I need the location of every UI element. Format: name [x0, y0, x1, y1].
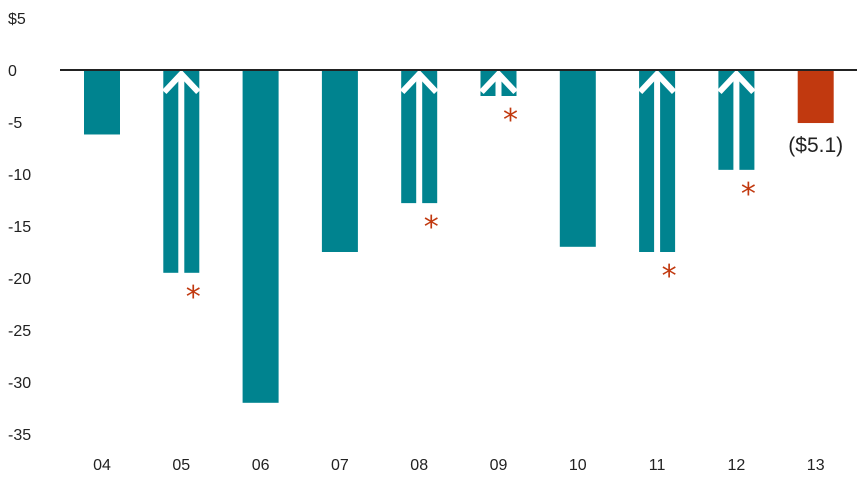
x-tick-label: 12 [728, 457, 746, 474]
y-tick-label: $5 [8, 11, 26, 28]
x-tick-label: 06 [252, 457, 270, 474]
bars [84, 69, 834, 403]
bar [84, 70, 120, 135]
up-arrow-icon [717, 69, 756, 171]
asterisk-mark: * [741, 177, 756, 212]
up-arrow-icon [479, 69, 518, 97]
up-arrow-head [637, 69, 677, 95]
x-tick-label: 07 [331, 457, 349, 474]
up-arrow-icon [637, 69, 677, 253]
asterisk-mark: * [662, 259, 677, 294]
x-tick-label: 10 [569, 457, 587, 474]
y-tick-label: -35 [8, 427, 31, 444]
x-tick-label: 11 [649, 457, 666, 474]
bar [321, 70, 358, 252]
y-tick-label: -25 [8, 323, 31, 340]
y-tick-label: -30 [8, 375, 31, 392]
x-tick-label: 09 [490, 457, 508, 474]
up-arrow-icon [162, 69, 201, 274]
up-arrow-head [717, 69, 756, 95]
bar [559, 70, 596, 247]
y-tick-label: -15 [8, 219, 31, 236]
y-tick-label: 0 [8, 63, 17, 80]
up-arrow-icon [400, 69, 439, 205]
y-tick-label: -10 [8, 167, 31, 184]
up-arrow-head [400, 69, 439, 95]
asterisk-mark: * [503, 103, 518, 138]
x-axis-labels: 04 05 06 07 08 09 10 11 12 13 [93, 457, 825, 474]
y-axis-ticks: $5 0 -5 -10 -15 -20 -25 -30 -35 [8, 11, 31, 444]
x-tick-label: 04 [93, 457, 111, 474]
data-label: ($5.1) [788, 134, 843, 157]
up-arrow-head [162, 69, 201, 95]
x-tick-label: 13 [807, 457, 825, 474]
annotations: * * * * * ($5.1) [186, 103, 843, 315]
asterisk-mark: * [186, 280, 201, 315]
x-tick-label: 05 [172, 457, 190, 474]
asterisk-mark: * [424, 210, 439, 245]
y-tick-label: -20 [8, 271, 31, 288]
y-tick-label: -5 [8, 115, 22, 132]
bar [242, 70, 279, 403]
x-tick-label: 08 [410, 457, 428, 474]
up-arrow-head [479, 69, 518, 95]
bar [797, 70, 834, 124]
